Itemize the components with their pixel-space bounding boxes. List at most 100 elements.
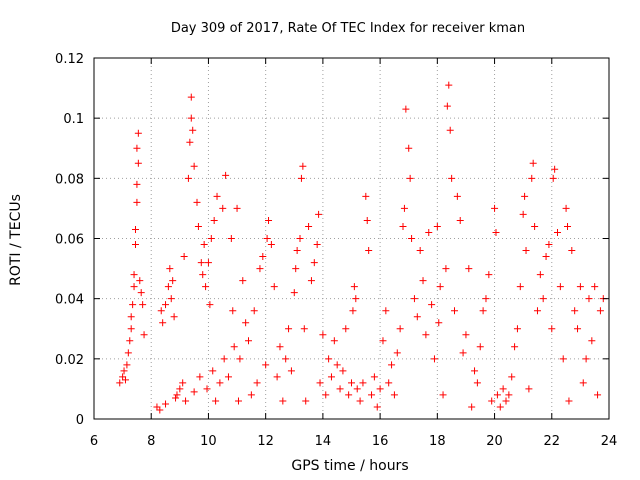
data-point (493, 391, 501, 399)
data-point (556, 283, 564, 291)
data-point (239, 277, 247, 285)
data-point (202, 283, 210, 291)
data-point (410, 295, 418, 303)
data-point (396, 325, 404, 333)
data-point (276, 343, 284, 351)
data-point (585, 295, 593, 303)
data-point (212, 397, 220, 405)
data-point (156, 406, 164, 414)
data-point (196, 373, 204, 381)
data-point (491, 204, 499, 212)
data-point (220, 355, 228, 363)
y-tick-label: 0 (76, 413, 84, 428)
data-point (370, 373, 378, 381)
data-point (292, 265, 300, 273)
data-point (479, 307, 487, 315)
data-point (406, 174, 414, 182)
data-point (293, 247, 301, 255)
data-point (134, 159, 142, 167)
data-point (224, 373, 232, 381)
data-point (442, 265, 450, 273)
grid (94, 58, 609, 419)
data-point (127, 313, 135, 321)
x-tick-label: 8 (147, 434, 155, 449)
data-point (297, 174, 305, 182)
x-tick-label: 14 (315, 434, 332, 449)
data-point (433, 222, 441, 230)
x-ticks: 6 8 10 12 14 16 18 20 22 24 (90, 58, 617, 449)
data-point (379, 337, 387, 345)
y-ticks: 0 0.02 0.04 0.06 0.08 0.1 0.12 (55, 52, 609, 428)
y-axis-label: ROTI / TECUs (8, 194, 24, 286)
data-point (233, 204, 241, 212)
data-point (522, 247, 530, 255)
data-point (123, 361, 131, 369)
data-point (199, 271, 207, 279)
data-point (213, 192, 221, 200)
data-point (453, 192, 461, 200)
data-point (133, 198, 141, 206)
data-point (446, 126, 454, 134)
data-point (492, 228, 500, 236)
data-point (313, 241, 321, 249)
data-point (209, 367, 217, 375)
data-point (162, 301, 170, 309)
data-point (430, 355, 438, 363)
data-point (210, 216, 218, 224)
data-point (287, 367, 295, 375)
data-point (513, 325, 521, 333)
x-tick-label: 20 (486, 434, 503, 449)
data-point (207, 235, 215, 242)
data-point (574, 325, 582, 333)
data-point (167, 295, 175, 303)
data-point (267, 241, 275, 249)
y-tick-label: 0.12 (55, 52, 84, 67)
data-point (182, 397, 190, 405)
data-point (350, 283, 358, 291)
data-point (471, 367, 479, 375)
data-point (356, 397, 364, 405)
data-point (502, 397, 510, 405)
data-point (536, 271, 544, 279)
y-tick-label: 0.02 (55, 353, 84, 368)
data-point (345, 391, 353, 399)
data-point (302, 397, 310, 405)
data-point (300, 325, 308, 333)
data-point (186, 138, 194, 146)
data-point (162, 400, 170, 408)
data-point (402, 105, 410, 113)
data-point (157, 307, 165, 315)
x-tick-label: 6 (90, 434, 98, 449)
data-point (451, 307, 458, 315)
data-point (200, 241, 208, 249)
data-point (296, 235, 304, 242)
y-tick-label: 0.06 (55, 233, 84, 248)
x-tick-label: 24 (601, 434, 618, 449)
data-point (548, 325, 556, 333)
data-point (511, 343, 519, 351)
data-point (180, 253, 188, 261)
data-point (130, 271, 138, 279)
data-point (262, 361, 270, 369)
data-point (582, 355, 590, 363)
data-point (352, 295, 360, 303)
data-point (336, 385, 344, 393)
data-point (129, 301, 137, 309)
data-point (448, 174, 456, 182)
data-point (564, 222, 572, 230)
data-point (521, 192, 529, 200)
data-point (445, 81, 453, 89)
data-point (193, 198, 201, 206)
data-point (316, 379, 324, 387)
data-point (259, 253, 267, 261)
x-tick-label: 10 (200, 434, 217, 449)
data-point (131, 241, 139, 249)
plot-frame (93, 57, 610, 420)
data-point (137, 289, 145, 297)
data-point (408, 235, 416, 242)
data-point (330, 337, 338, 345)
data-point (596, 307, 604, 315)
data-point (270, 283, 278, 291)
data-point (456, 216, 464, 224)
data-point (390, 391, 398, 399)
